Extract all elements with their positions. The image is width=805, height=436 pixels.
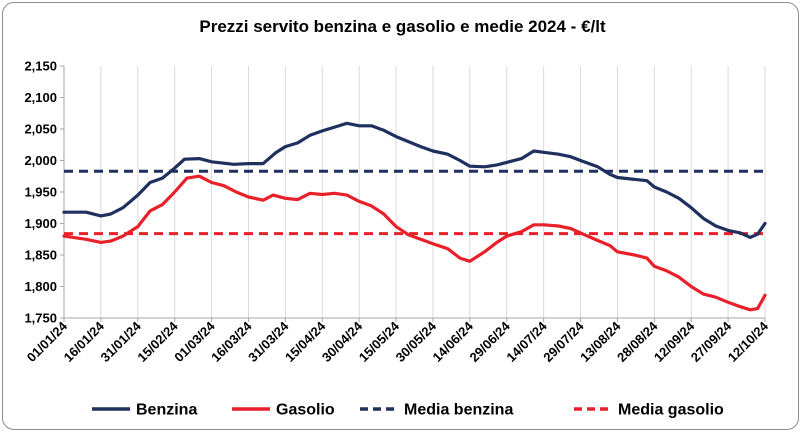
gasolio-line	[62, 174, 767, 312]
legend: Benzina Gasolio Media benzina Media gasolio	[92, 402, 724, 419]
y-axis-ticks: 2,150 2,100 2,050 2,000 1,950 1,900 1,850 1,800…	[24, 59, 64, 326]
x-tick-label: 12/10/24	[725, 318, 772, 365]
chart-frame	[2, 2, 799, 430]
x-axis-ticks: 01/01/2416/01/2431/01/2415/02/2401/03/24…	[24, 318, 772, 365]
legend-label-gasolio: Gasolio	[276, 402, 335, 419]
y-tick-label: 2,100	[24, 90, 57, 105]
y-tick-label: 1,950	[24, 185, 57, 200]
series-lines	[62, 121, 767, 312]
y-tick-label: 2,150	[24, 59, 57, 74]
y-tick-label: 2,000	[24, 153, 57, 168]
y-tick-label: 1,900	[24, 216, 57, 231]
chart-title: Prezzi servito benzina e gasolio e medie…	[199, 17, 606, 36]
legend-label-media-benzina: Media benzina	[404, 402, 513, 419]
y-tick-label: 2,050	[24, 122, 57, 137]
y-tick-label: 1,800	[24, 279, 57, 294]
grid-lines	[63, 66, 766, 318]
axes	[63, 66, 765, 319]
y-tick-label: 1,750	[24, 311, 57, 326]
average-lines	[64, 169, 765, 236]
y-tick-label: 1,850	[24, 248, 57, 263]
benzina-line	[62, 121, 767, 239]
legend-label-media-gasolio: Media gasolio	[618, 402, 724, 419]
legend-label-benzina: Benzina	[136, 402, 197, 419]
